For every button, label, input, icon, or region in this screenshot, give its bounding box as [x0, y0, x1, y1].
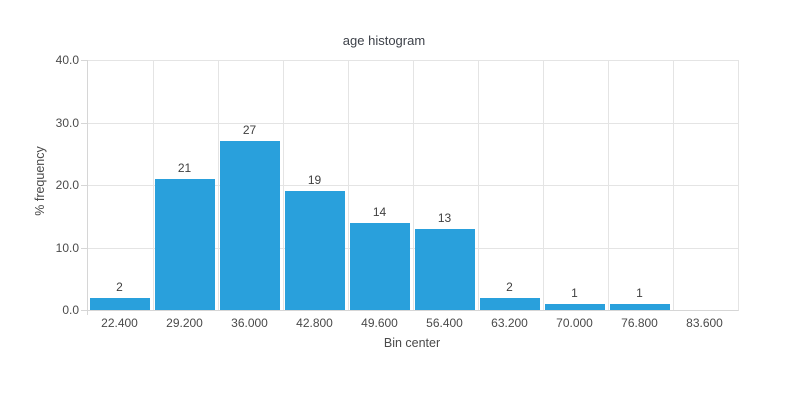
vertical-gridline [543, 60, 544, 310]
chart-title: age histogram [342, 33, 426, 48]
vertical-gridline [673, 60, 674, 310]
y-axis-tick-mark [81, 185, 88, 186]
plot-area: 2 21 27 19 14 13 2 1 1 [81, 60, 739, 315]
y-axis-tick-mark [81, 60, 88, 61]
x-tick-label: 42.800 [296, 316, 333, 330]
x-tick-label: 70.000 [556, 316, 593, 330]
bar-value-label: 2 [506, 279, 513, 294]
histogram-bar [414, 228, 475, 310]
vertical-gridline [153, 60, 154, 310]
x-axis-corner-tick [87, 310, 88, 315]
bar-value-label: 2 [116, 279, 123, 294]
x-tick-label: 22.400 [101, 316, 138, 330]
histogram-bar [89, 297, 150, 310]
x-tick-label: 76.800 [621, 316, 658, 330]
histogram-bar [609, 303, 670, 310]
histogram-bar [284, 191, 345, 310]
x-tick-label: 83.600 [686, 316, 723, 330]
vertical-gridline [608, 60, 609, 310]
x-tick-label: 49.600 [361, 316, 398, 330]
y-axis-tick-mark [81, 310, 88, 311]
vertical-gridline [413, 60, 414, 310]
histogram-bar [349, 222, 410, 310]
histogram-bar [544, 303, 605, 310]
bar-value-label: 14 [372, 204, 387, 219]
histogram-bar [154, 178, 215, 310]
bar-value-label: 1 [636, 285, 643, 300]
bar-value-label: 27 [242, 123, 257, 138]
vertical-gridline [348, 60, 349, 310]
x-tick-label: 63.200 [491, 316, 528, 330]
y-tick-label: 40.0 [55, 53, 79, 67]
vertical-gridline [218, 60, 219, 310]
bar-value-label: 13 [437, 210, 452, 225]
histogram-bar [479, 297, 540, 310]
x-tick-label: 36.000 [231, 316, 268, 330]
histogram-bar [219, 141, 280, 310]
bar-value-label: 19 [307, 173, 322, 188]
x-tick-label: 56.400 [426, 316, 463, 330]
x-axis-title: Bin center [383, 336, 441, 350]
bar-value-label: 21 [177, 160, 192, 175]
x-tick-label: 29.200 [166, 316, 203, 330]
y-axis-tick-mark [81, 247, 88, 249]
vertical-gridline [283, 60, 284, 310]
y-tick-label: 20.0 [55, 178, 79, 192]
y-tick-label: 30.0 [55, 115, 79, 130]
y-axis-tick-mark [81, 122, 88, 124]
y-tick-label: 0.0 [62, 303, 79, 317]
vertical-gridline [478, 60, 479, 310]
y-tick-label: 10.0 [55, 240, 79, 255]
bar-value-label: 1 [571, 285, 578, 300]
